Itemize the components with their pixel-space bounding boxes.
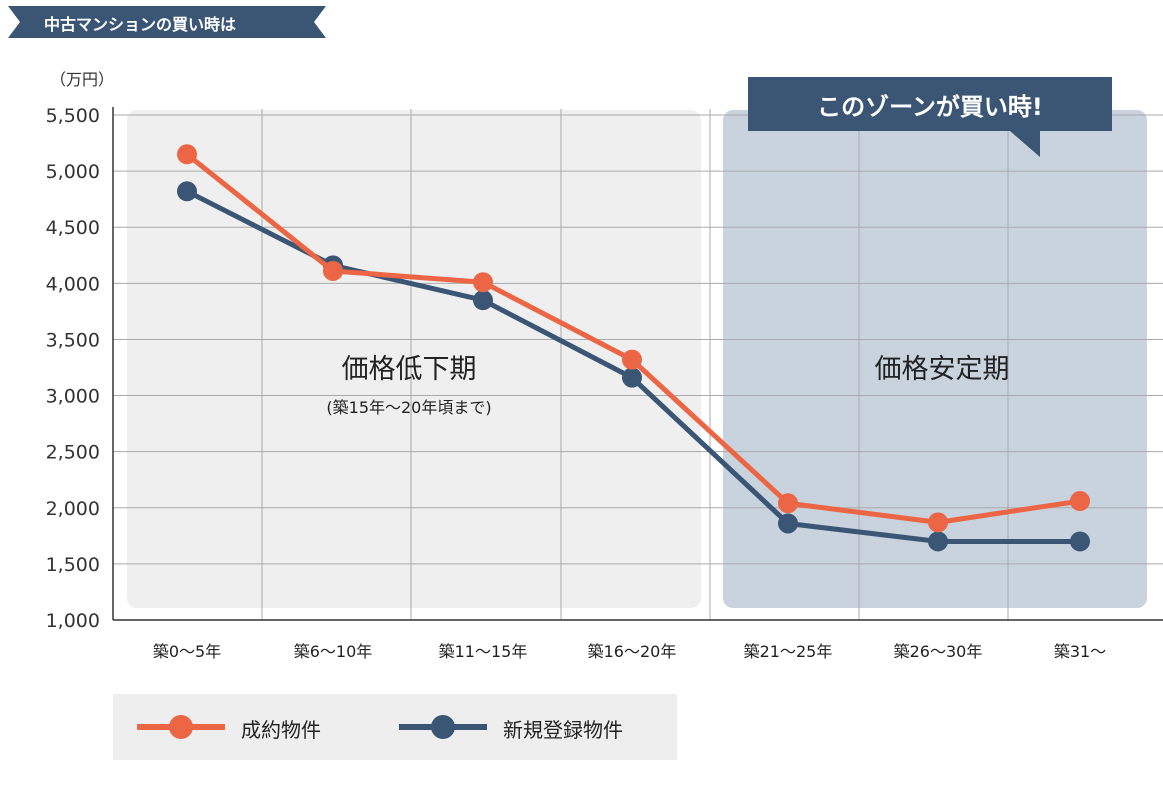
legend-label-listing: 新規登録物件 — [503, 718, 623, 742]
x-tick-label: 築0〜5年 — [153, 642, 221, 661]
data-point-listing — [778, 513, 798, 534]
data-point-listing — [177, 181, 197, 202]
y-tick-label: 1,000 — [46, 610, 100, 632]
x-tick-label: 築21〜25年 — [744, 642, 833, 661]
legend-marker-listing — [431, 715, 455, 739]
data-point-contract — [323, 260, 343, 281]
data-point-listing — [473, 290, 493, 311]
title-banner: 中古マンションの買い時は — [8, 6, 326, 38]
x-tick-label: 築26〜30年 — [894, 642, 983, 661]
data-point-listing — [622, 367, 642, 388]
y-tick-label: 5,500 — [46, 105, 100, 127]
callout-text: このゾーンが買い時! — [817, 93, 1043, 121]
y-tick-label: 4,500 — [46, 217, 100, 239]
data-point-contract — [778, 493, 798, 514]
zone-label-stable: 価格安定期 — [875, 354, 1010, 385]
legend-label-contract: 成約物件 — [241, 718, 321, 742]
axis-layer: 1,000 1,500 2,000 2,500 3,000 3,500 4,000 4,500… — [46, 105, 1163, 661]
zone-price-stable — [723, 110, 1147, 608]
x-tick-label: 築11〜15年 — [439, 642, 528, 661]
y-tick-label: 2,500 — [46, 442, 100, 464]
data-point-contract — [473, 272, 493, 293]
y-tick-label: 1,500 — [46, 554, 100, 576]
data-point-listing — [1070, 531, 1090, 552]
zone-label-decline: 価格低下期 — [342, 354, 477, 385]
data-point-contract — [1070, 491, 1090, 512]
y-tick-label: 5,000 — [46, 161, 100, 183]
x-tick-label: 築31〜 — [1054, 642, 1106, 661]
y-axis-unit: （万円） — [50, 70, 115, 89]
y-tick-label: 4,000 — [46, 273, 100, 295]
y-tick-label: 3,500 — [46, 329, 100, 351]
x-tick-label: 築6〜10年 — [294, 642, 373, 661]
data-point-contract — [928, 512, 948, 533]
line-chart: 1,000 1,500 2,000 2,500 3,000 3,500 4,000 4,500… — [46, 105, 1163, 661]
page-title: 中古マンションの買い時は — [44, 15, 237, 34]
grid-layer — [113, 109, 1163, 620]
callout-badge: このゾーンが買い時! — [748, 77, 1112, 157]
legend-markers — [137, 715, 487, 739]
legend-marker-contract — [169, 715, 193, 739]
callout-shape — [748, 77, 1112, 157]
title-banner-shape — [8, 6, 326, 38]
series-layer — [177, 144, 1090, 552]
y-tick-label: 2,000 — [46, 498, 100, 520]
zone-label-layer: 価格低下期 (築15年〜20年頃まで) 価格安定期 — [326, 354, 1009, 417]
x-tick-label: 築16〜20年 — [588, 642, 677, 661]
data-point-contract — [177, 144, 197, 165]
legend: 成約物件 新規登録物件 — [113, 694, 677, 760]
y-tick-label: 3,000 — [46, 386, 100, 408]
zone-sublabel-decline: (築15年〜20年頃まで) — [326, 398, 491, 417]
data-point-contract — [622, 349, 642, 370]
data-point-listing — [928, 531, 948, 552]
